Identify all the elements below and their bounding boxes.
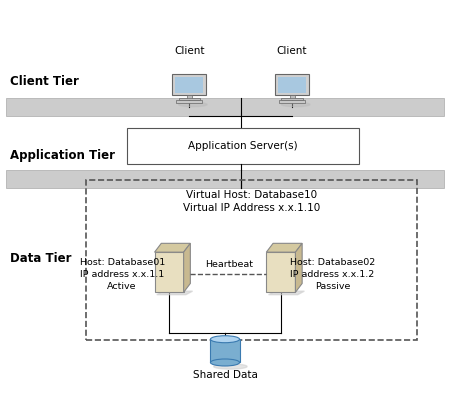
Ellipse shape <box>281 102 310 107</box>
FancyBboxPatch shape <box>187 95 192 99</box>
Text: Application Tier: Application Tier <box>10 149 115 162</box>
Text: Host: Database02: Host: Database02 <box>290 258 375 267</box>
FancyBboxPatch shape <box>290 95 295 99</box>
Polygon shape <box>269 291 304 295</box>
Text: Data Tier: Data Tier <box>10 252 72 265</box>
Text: Client: Client <box>277 46 307 56</box>
FancyBboxPatch shape <box>126 128 359 164</box>
Ellipse shape <box>211 336 239 343</box>
FancyBboxPatch shape <box>281 98 303 100</box>
Text: Active: Active <box>108 282 137 291</box>
FancyBboxPatch shape <box>175 77 203 93</box>
FancyBboxPatch shape <box>211 339 239 362</box>
Text: Shared Data: Shared Data <box>193 370 257 380</box>
Polygon shape <box>266 243 302 252</box>
FancyBboxPatch shape <box>176 100 202 103</box>
Text: IP address x.x.1.1: IP address x.x.1.1 <box>80 270 164 279</box>
Text: Client: Client <box>174 46 204 56</box>
Polygon shape <box>157 291 193 295</box>
Ellipse shape <box>179 102 207 107</box>
FancyBboxPatch shape <box>279 100 305 103</box>
FancyBboxPatch shape <box>6 170 444 188</box>
Polygon shape <box>154 243 190 252</box>
Polygon shape <box>296 243 302 292</box>
Text: Virtual IP Address x.x.1.10: Virtual IP Address x.x.1.10 <box>183 203 320 213</box>
FancyBboxPatch shape <box>278 77 306 93</box>
Text: IP address x.x.1.2: IP address x.x.1.2 <box>290 270 374 279</box>
Text: Client Tier: Client Tier <box>10 75 79 88</box>
FancyBboxPatch shape <box>6 98 444 116</box>
Polygon shape <box>184 243 190 292</box>
FancyBboxPatch shape <box>172 74 206 95</box>
Text: Application Server(s): Application Server(s) <box>188 141 298 151</box>
Ellipse shape <box>214 364 247 369</box>
FancyBboxPatch shape <box>154 252 184 292</box>
FancyBboxPatch shape <box>275 74 309 95</box>
FancyBboxPatch shape <box>266 252 296 292</box>
Text: Passive: Passive <box>315 282 350 291</box>
Text: Virtual Host: Database10: Virtual Host: Database10 <box>186 190 317 200</box>
Ellipse shape <box>211 359 239 366</box>
FancyBboxPatch shape <box>179 98 200 100</box>
Text: Heartbeat: Heartbeat <box>206 261 253 269</box>
Text: Host: Database01: Host: Database01 <box>80 258 165 267</box>
